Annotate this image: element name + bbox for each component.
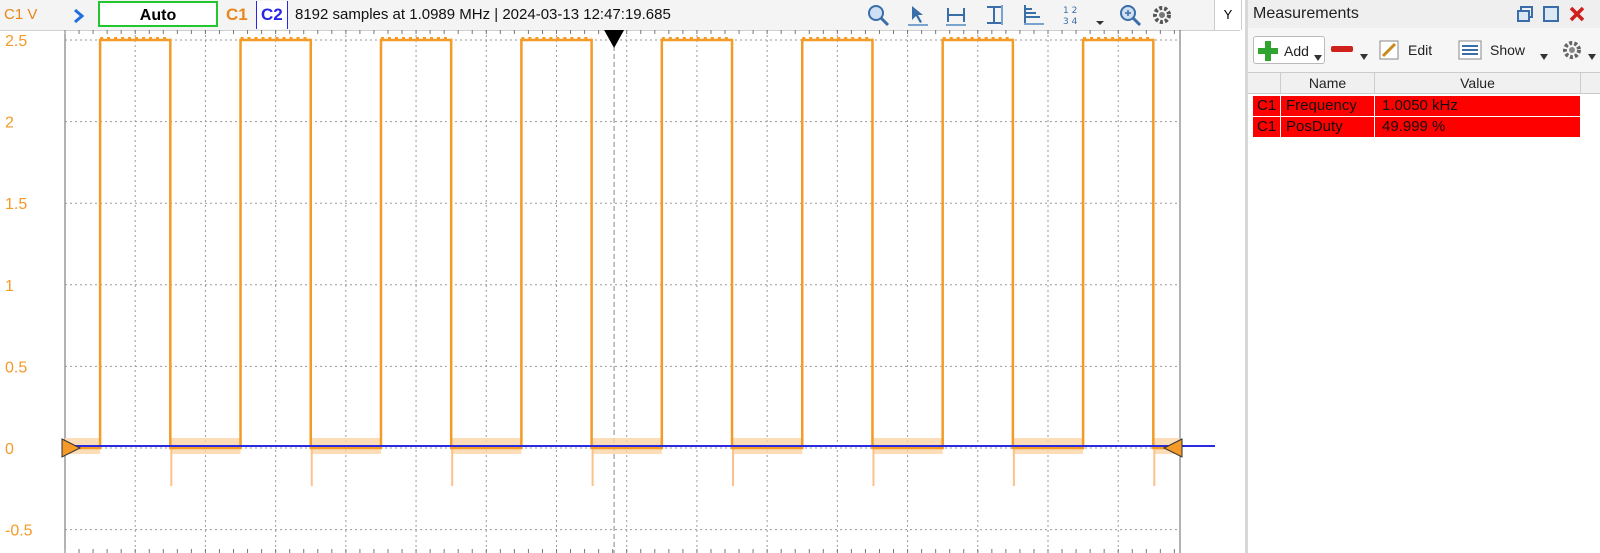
row-name: Frequency	[1286, 97, 1357, 114]
row-value: 49.999 %	[1382, 118, 1446, 135]
plus-icon	[1258, 41, 1278, 61]
dropdown-icon	[1588, 54, 1596, 60]
gear-icon[interactable]	[1150, 3, 1178, 27]
row-name: PosDuty	[1286, 118, 1343, 135]
value-column-header[interactable]: Value	[1375, 73, 1581, 93]
measurements-toolbar: Add Edit Show	[1248, 28, 1600, 73]
y-axis-ticks: 2.5 2 1.5 1 0.5 0 -0.5	[5, 33, 33, 540]
measurement-row[interactable]: C1 Frequency 1.0050 kHz	[1253, 96, 1580, 116]
dropdown-icon	[1314, 55, 1322, 61]
show-measurement-button[interactable]: Show	[1458, 36, 1548, 64]
horizontal-measure-icon[interactable]	[944, 3, 968, 27]
channel-label: C1 V	[4, 6, 38, 23]
measurements-titlebar: Measurements	[1248, 0, 1600, 29]
dropdown-icon	[1540, 54, 1548, 60]
channel-2-button[interactable]: C2	[256, 1, 288, 29]
arrow-right-icon[interactable]	[70, 6, 88, 24]
y-tick-label: 0.5	[5, 359, 27, 376]
stair-icon[interactable]	[1022, 3, 1046, 27]
acquisition-status: 8192 samples at 1.0989 MHz | 2024-03-13 …	[295, 6, 671, 23]
channel-1-waveform	[65, 38, 1180, 450]
measurement-settings-button[interactable]	[1560, 36, 1598, 64]
y-tick-label: 2	[5, 115, 14, 132]
svg-text:3 4: 3 4	[1063, 17, 1078, 27]
minus-icon	[1331, 46, 1353, 52]
scope-plot-area[interactable]: 2.5 2 1.5 1 0.5 0 -0.5	[0, 30, 1245, 553]
y-tick-label: -0.5	[5, 523, 33, 540]
trigger-mode-button[interactable]: Auto	[98, 1, 218, 27]
trigger-level-marker	[1162, 438, 1183, 458]
row-value: 1.0050 kHz	[1382, 97, 1458, 114]
y-tick-label: 1	[5, 278, 14, 295]
dropdown-icon[interactable]	[1094, 3, 1106, 27]
edit-label: Edit	[1408, 42, 1433, 58]
scope-toolbar: C1 V Auto C1 C2 8192 samples at 1.0989 M…	[0, 0, 1242, 31]
y-tick-label: 0	[5, 441, 14, 458]
close-icon[interactable]	[1568, 5, 1586, 23]
trigger-position-marker	[604, 30, 625, 48]
y-tick-label: 1.5	[5, 196, 27, 213]
channel-column-header	[1248, 73, 1281, 93]
channel-1-trace	[65, 37, 1180, 486]
row-channel: C1	[1257, 118, 1277, 135]
show-label: Show	[1490, 42, 1526, 58]
zoom-icon[interactable]	[866, 3, 890, 27]
restore-window-icon[interactable]	[1516, 5, 1534, 23]
measurements-title: Measurements	[1253, 5, 1359, 22]
y-axis-button[interactable]: Y	[1214, 0, 1242, 30]
add-measurement-button[interactable]: Add	[1253, 36, 1325, 64]
oscilloscope-display[interactable]: 2.5 2 1.5 1 0.5 0 -0.5	[0, 30, 1245, 553]
measurements-panel: Measurements Add Edit Show	[1245, 0, 1600, 553]
remove-measurement-button[interactable]	[1330, 36, 1370, 64]
trace-markers	[61, 30, 1183, 458]
channel-1-button[interactable]: C1	[226, 5, 248, 24]
gear-icon	[1563, 41, 1581, 59]
add-label: Add	[1284, 43, 1309, 59]
maximize-window-icon[interactable]	[1542, 5, 1560, 23]
zoom-in-icon[interactable]	[1118, 3, 1142, 27]
row-channel: C1	[1257, 97, 1277, 114]
name-column-header[interactable]: Name	[1281, 73, 1375, 93]
svg-text:1 2: 1 2	[1063, 6, 1077, 16]
edit-icon	[1379, 40, 1399, 60]
list-icon	[1458, 40, 1482, 60]
y-tick-label: 2.5	[5, 33, 27, 50]
edit-measurement-button[interactable]: Edit	[1378, 36, 1448, 64]
channel-1-level-marker	[61, 438, 82, 458]
dropdown-icon	[1360, 54, 1368, 60]
measurement-row[interactable]: C1 PosDuty 49.999 %	[1253, 117, 1580, 137]
cursor-arrow-icon[interactable]	[906, 3, 930, 27]
measurements-table-header: Name Value	[1248, 73, 1600, 94]
vertical-measure-icon[interactable]	[982, 3, 1006, 27]
